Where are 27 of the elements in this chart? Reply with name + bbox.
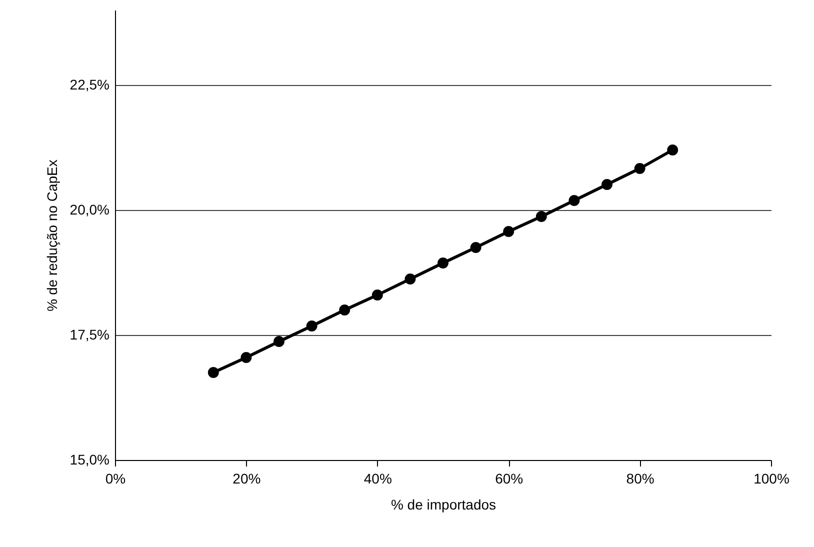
point (339, 304, 350, 316)
x-tick-label: 0% (105, 470, 126, 486)
x-tick-label: 100% (754, 470, 790, 486)
point (240, 352, 252, 363)
point (372, 290, 383, 300)
point (503, 226, 514, 237)
y-tick-label: 20,0% (70, 202, 110, 218)
point (438, 258, 448, 268)
x-tick-label: 20% (232, 470, 261, 486)
y-axis-title: % de redução no CapEx (44, 160, 60, 312)
point (568, 195, 580, 206)
x-tick-label: 40% (364, 470, 392, 486)
point (667, 144, 678, 156)
x-axis-title: % de importados (390, 496, 496, 512)
point (306, 320, 318, 332)
point (634, 163, 646, 174)
point (536, 211, 547, 222)
point (274, 336, 284, 347)
point (404, 274, 416, 284)
point (470, 242, 482, 253)
y-tick-label: 22,5% (70, 76, 110, 92)
x-tick-label: 80% (626, 470, 654, 486)
point (208, 367, 219, 378)
point (602, 179, 612, 190)
y-tick-label: 15,0% (70, 452, 110, 468)
y-tick-label: 17,5% (70, 326, 110, 342)
x-tick-label: 60% (495, 470, 524, 486)
